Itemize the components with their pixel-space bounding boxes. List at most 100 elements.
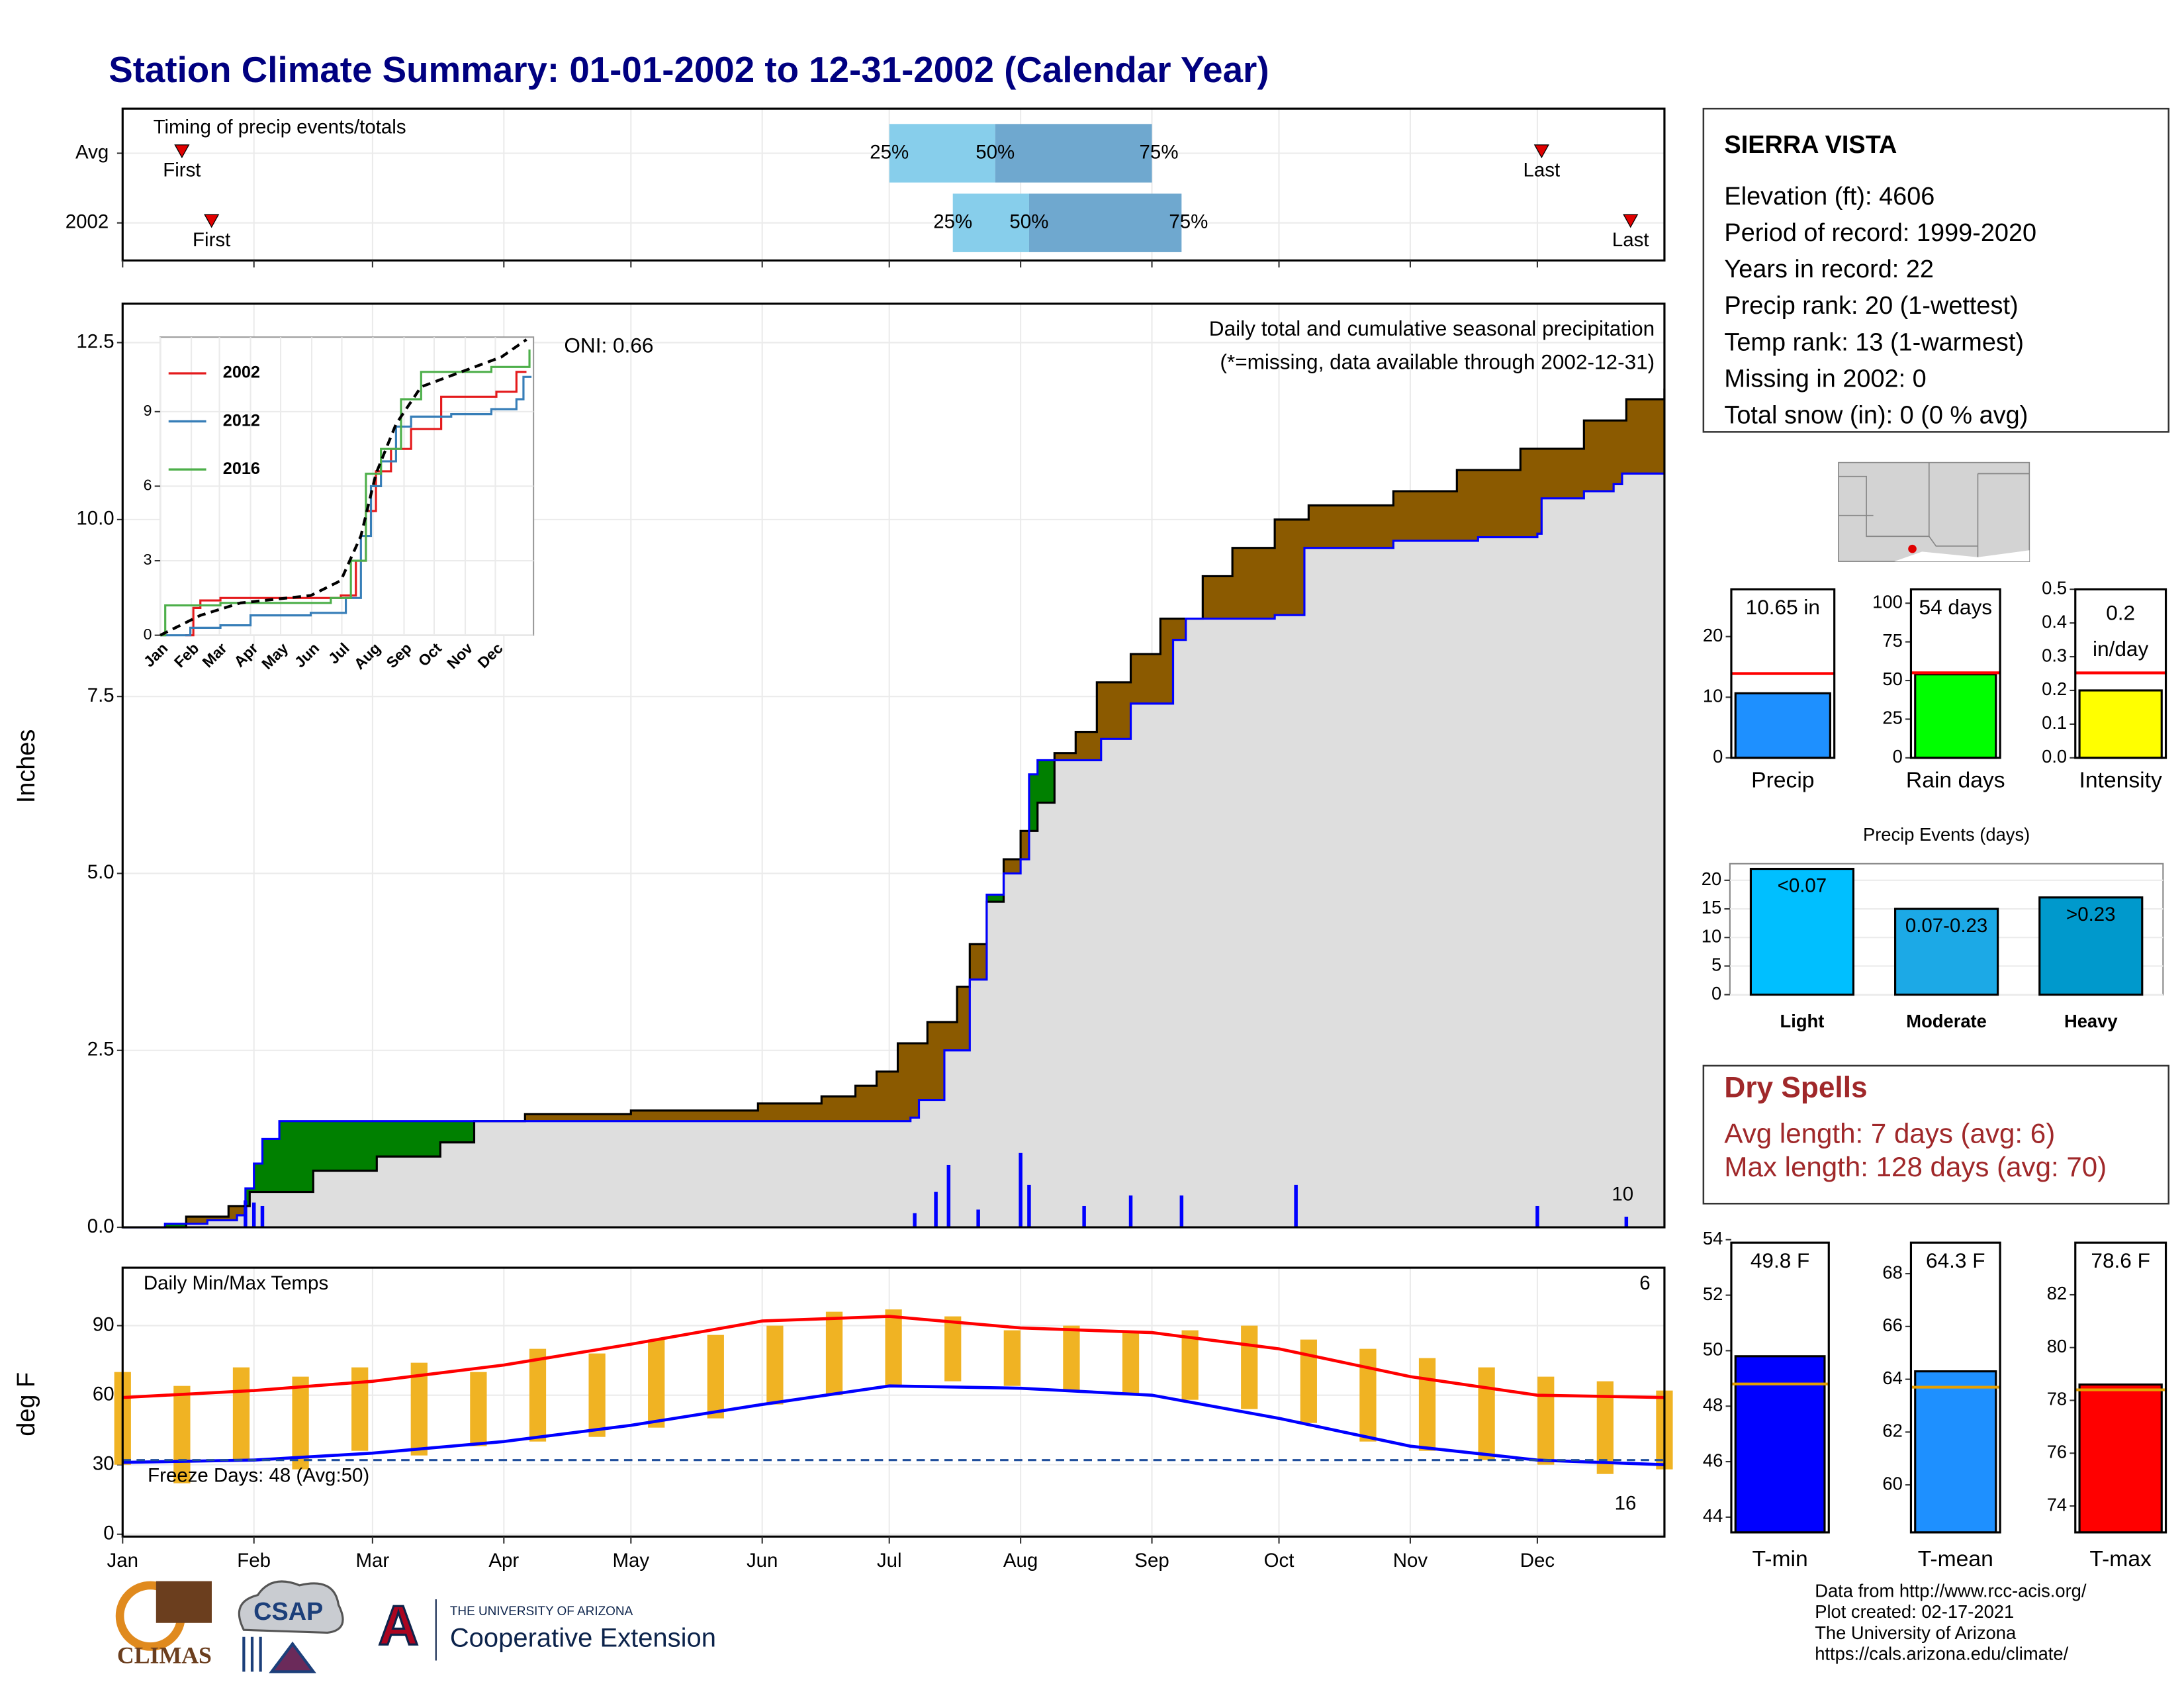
- y-tick-label: 3: [144, 551, 152, 568]
- daily-bar: [1019, 1152, 1023, 1228]
- y-tick-label: 2002: [66, 211, 109, 232]
- event-label: First: [163, 160, 201, 181]
- page-title: Station Climate Summary: 01-01-2002 to 1…: [109, 49, 1269, 90]
- station-line: Period of record: 1999-2020: [1724, 219, 2036, 247]
- dry-spells-line: Max length: 128 days (avg: 70): [1724, 1151, 2107, 1182]
- y-tick-label: 0.5: [2042, 577, 2067, 598]
- plot-frame: [2074, 588, 2167, 759]
- y-tick-label: 0.2: [2042, 679, 2067, 699]
- dry-spells-title: Dry Spells: [1724, 1071, 1867, 1103]
- y-tick-label: 12.5: [76, 330, 114, 352]
- y-tick-label: 6: [144, 477, 152, 494]
- category-label: Light: [1780, 1011, 1825, 1031]
- category-label: Rain days: [1906, 769, 2005, 793]
- y-tick-label: 30: [93, 1452, 114, 1474]
- observed-area: [122, 473, 1664, 1228]
- record-low-count: 16: [1615, 1493, 1637, 1515]
- quartile-label: 50%: [976, 141, 1015, 163]
- daily-bar: [946, 1164, 951, 1228]
- bar-label: >0.23: [2066, 904, 2116, 925]
- event-marker: [204, 214, 220, 228]
- footer-line: The University of Arizona: [1815, 1622, 2017, 1643]
- x-tick-label: Jun: [747, 1550, 778, 1571]
- missing-count: 10: [1612, 1183, 1633, 1205]
- daily-bar: [1027, 1184, 1031, 1228]
- daily-bar: [251, 1202, 256, 1228]
- category-label: T-min: [1752, 1547, 1808, 1571]
- y-tick-label: 5: [1711, 955, 1721, 975]
- y-tick-label: 60: [93, 1383, 114, 1405]
- quartile-label: 75%: [1140, 141, 1179, 163]
- x-tick-label: May: [612, 1550, 649, 1571]
- event-marker: [174, 144, 190, 159]
- panel-title: Daily total and cumulative seasonal prec…: [1209, 316, 1655, 340]
- legend-label: 2012: [223, 411, 260, 430]
- daily-bar: [1128, 1195, 1133, 1228]
- daily-bar: [1624, 1217, 1629, 1228]
- x-tick-label: Nov: [1393, 1550, 1428, 1571]
- y-tick-label: 0: [1893, 746, 1903, 767]
- temp-range-bar: [1241, 1325, 1258, 1409]
- dry-spells-box: [1702, 1064, 2170, 1205]
- y-tick-label: 75: [1882, 630, 1902, 651]
- quartile-box: [889, 124, 995, 183]
- y-tick-label: 2.5: [87, 1039, 114, 1060]
- quartile-label: 25%: [870, 141, 909, 163]
- daily-bar: [913, 1213, 917, 1228]
- y-tick-label: 0.4: [2042, 611, 2067, 632]
- logos: CLIMAS CSAP A THE UNIVERSITY OF ARIZONA …: [115, 1580, 716, 1673]
- category-label: Heavy: [2064, 1011, 2118, 1031]
- x-tick-label: Sep: [1134, 1550, 1169, 1571]
- bar: [1734, 692, 1831, 759]
- value-label: 64.3 F: [1926, 1248, 1985, 1272]
- y-tick-label: 7.5: [87, 684, 114, 706]
- category-label: Intensity: [2079, 769, 2162, 793]
- chart-title: Precip Events (days): [1863, 824, 2030, 845]
- y-tick-label: 80: [2047, 1336, 2067, 1356]
- quartile-label: 75%: [1169, 211, 1208, 232]
- temp-range-bar: [1122, 1333, 1140, 1395]
- location-map: [1838, 461, 2030, 562]
- temp-range-bar: [944, 1316, 962, 1382]
- ua-text: THE UNIVERSITY OF ARIZONA: [450, 1605, 633, 1618]
- panel-frame: [121, 107, 1666, 262]
- y-tick-label: 50: [1882, 669, 1902, 689]
- station-box: [1702, 107, 2170, 433]
- bar: [2038, 896, 2144, 996]
- daily-bar: [260, 1205, 265, 1228]
- daily-bar: [1294, 1184, 1298, 1228]
- x-tick-label: Apr: [488, 1550, 519, 1571]
- event-label: Last: [1524, 160, 1561, 181]
- y-axis-label: Inches: [13, 729, 40, 804]
- value-label: 49.8 F: [1751, 1248, 1809, 1272]
- panel-frame: [121, 303, 1666, 1229]
- station-line: Temp rank: 13 (1-warmest): [1724, 328, 2024, 356]
- y-tick-label: 0: [1713, 746, 1723, 767]
- temp-range-bar: [885, 1309, 902, 1386]
- bar: [2078, 1383, 2163, 1534]
- footer-line: Plot created: 02-17-2021: [1815, 1601, 2014, 1622]
- temp-range-bar: [1537, 1376, 1555, 1465]
- record-high-count: 6: [1639, 1272, 1650, 1294]
- bar-label: 0.07-0.23: [1905, 915, 1987, 937]
- quartile-label: 50%: [1009, 211, 1048, 232]
- temp-range-bar: [825, 1311, 843, 1395]
- y-tick-label: 52: [1703, 1284, 1723, 1304]
- plot-frame: [1909, 1241, 2001, 1534]
- y-tick-label: 48: [1703, 1394, 1723, 1415]
- temp-range-bar: [292, 1376, 309, 1470]
- climas-shape: [156, 1581, 212, 1623]
- freeze-label: Freeze Days: 48 (Avg:50): [148, 1465, 369, 1487]
- event-label: Last: [1612, 229, 1649, 251]
- bar: [1914, 673, 1997, 759]
- value-label: 54 days: [1919, 595, 1993, 619]
- value-unit: in/day: [2093, 637, 2148, 661]
- panel-title: Daily Min/Max Temps: [144, 1272, 328, 1294]
- bar-label: <0.07: [1778, 875, 1827, 897]
- y-tick-label: 20: [1702, 868, 1721, 889]
- panel-title: Timing of precip events/totals: [154, 116, 406, 138]
- y-tick-label: 20: [1703, 625, 1723, 645]
- temp-range-bar: [470, 1372, 487, 1446]
- value-label: 10.65 in: [1746, 595, 1820, 619]
